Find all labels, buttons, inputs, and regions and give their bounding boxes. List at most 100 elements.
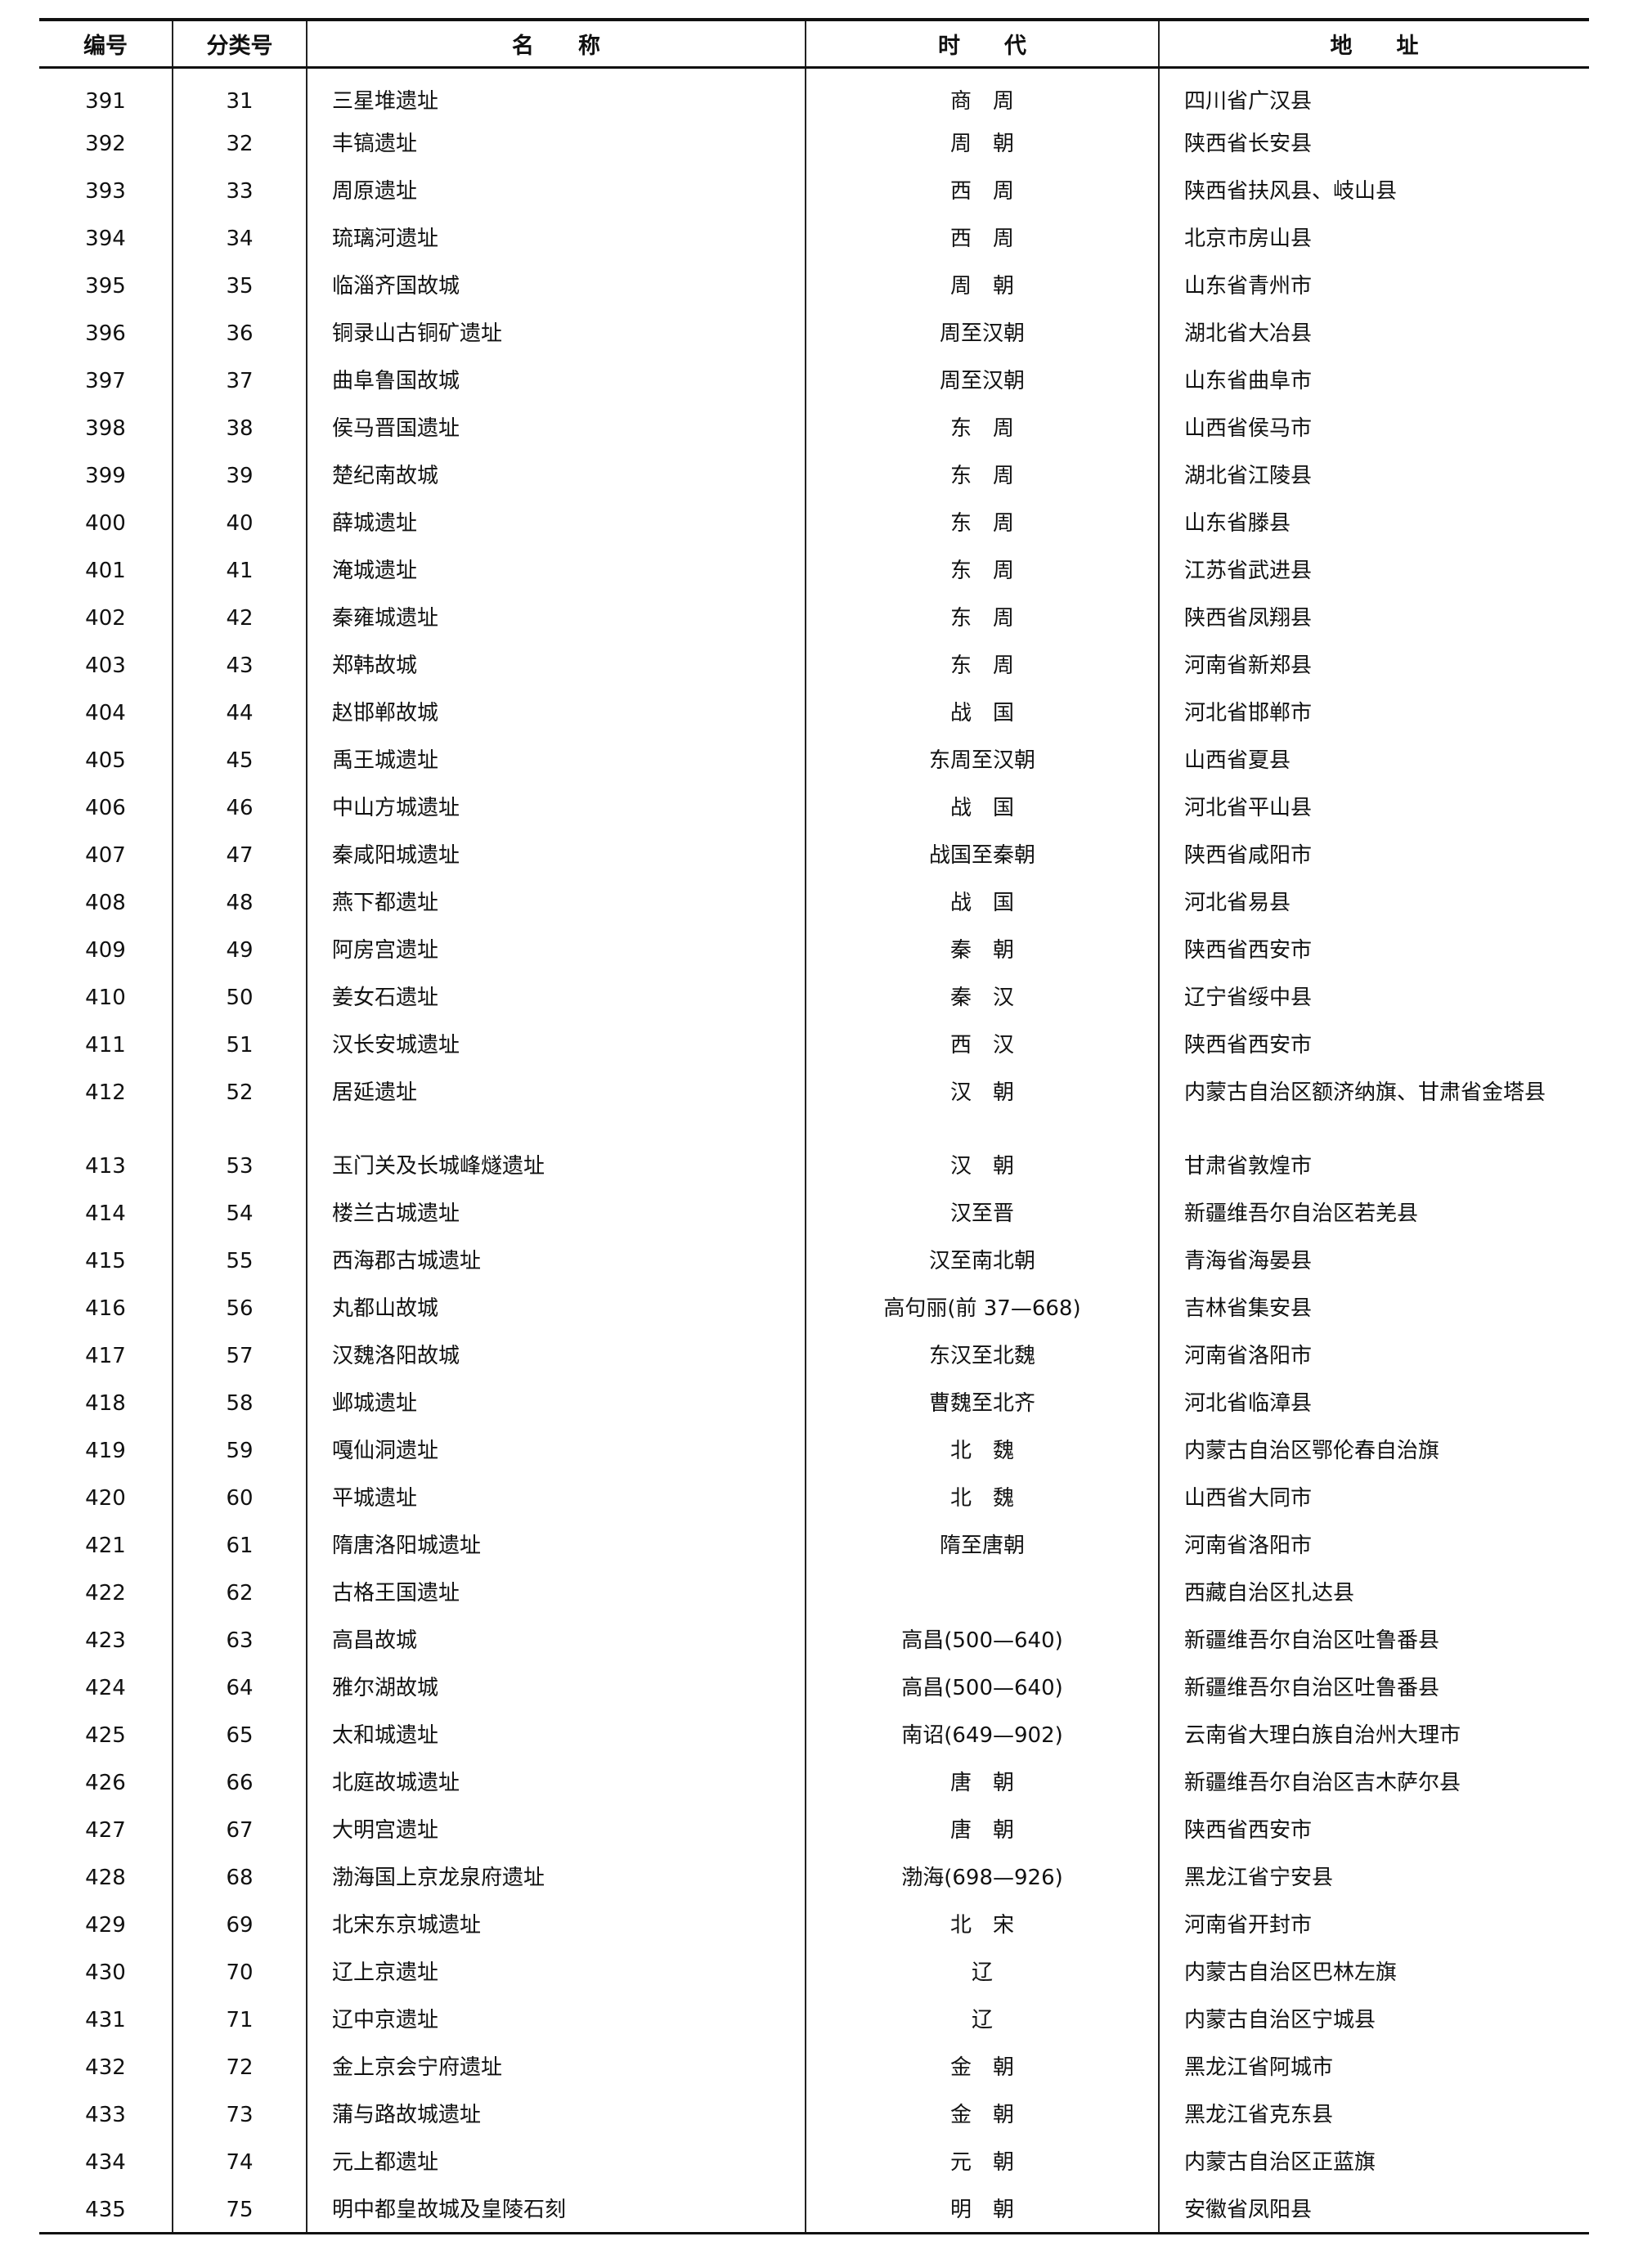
table-row: 407 47 秦咸阳城遗址 战国至秦朝 陕西省咸阳市 — [39, 828, 1589, 876]
category-number: 56 — [172, 1281, 307, 1329]
table-row: 394 34 琉璃河遗址西 周北京市房山县 — [39, 211, 1589, 259]
site-number: 433 — [85, 2102, 126, 2127]
site-era: 东周至汉朝 — [805, 733, 1159, 781]
site-number: 391 — [85, 88, 126, 114]
category-number: 45 — [172, 733, 307, 781]
site-era: 西 汉 — [805, 1017, 1159, 1066]
category-number: 65 — [172, 1708, 307, 1756]
site-name: 高昌故城 — [306, 1613, 806, 1661]
site-address: 内蒙古自治区额济纳旗、甘肃省金塔县 — [1158, 1065, 1589, 1139]
site-era: 东 周 — [805, 591, 1159, 639]
site-address: 云南省大理白族自治州大理市 — [1158, 1708, 1589, 1756]
category-number: 51 — [172, 1017, 307, 1066]
site-name: 姜女石遗址 — [306, 970, 806, 1018]
site-number: 392 — [85, 131, 126, 156]
site-name: 嘎仙洞遗址 — [306, 1423, 806, 1471]
table-row: 409 49 阿房宫遗址秦 朝陕西省西安市 — [39, 923, 1589, 971]
table-row: 395 35 临淄齐国故城周 朝山东省青州市 — [39, 258, 1589, 307]
category-number: 48 — [172, 875, 307, 923]
category-number: 35 — [172, 258, 307, 307]
table-row: 405 45 禹王城遗址 东周至汉朝 山西省夏县 — [39, 733, 1589, 781]
site-address: 山西省夏县 — [1158, 733, 1589, 781]
site-number: 403 — [85, 653, 126, 678]
category-number: 49 — [172, 923, 307, 971]
site-name: 明中都皇故城及皇陵石刻 — [306, 2182, 806, 2234]
site-number: 426 — [85, 1770, 126, 1795]
site-era: 商 周 — [805, 67, 1159, 117]
site-address: 陕西省长安县 — [1158, 116, 1589, 164]
site-address: 内蒙古自治区正蓝旗 — [1158, 2135, 1589, 2183]
table-row: 392 32 丰镐遗址周 朝陕西省长安县 — [39, 116, 1589, 164]
site-name: 淹城遗址 — [306, 543, 806, 591]
table-row: 431 71 辽中京遗址辽内蒙古自治区宁城县 — [39, 1992, 1589, 2041]
site-era: 金 朝 — [805, 2040, 1159, 2088]
category-number: 66 — [172, 1755, 307, 1803]
site-name: 太和城遗址 — [306, 1708, 806, 1756]
site-address: 北京市房山县 — [1158, 211, 1589, 259]
site-name: 隋唐洛阳城遗址 — [306, 1518, 806, 1566]
site-era: 明 朝 — [805, 2182, 1159, 2234]
site-name: 燕下都遗址 — [306, 875, 806, 923]
site-name: 汉魏洛阳故城 — [306, 1328, 806, 1377]
site-address: 内蒙古自治区巴林左旗 — [1158, 1945, 1589, 1993]
header-number: 编号 — [83, 33, 128, 59]
table-row: 401 41 淹城遗址东 周江苏省武进县 — [39, 543, 1589, 591]
site-number: 409 — [85, 937, 126, 963]
site-number: 407 — [85, 842, 126, 868]
site-number: 434 — [85, 2149, 126, 2175]
table-row: 397 37 曲阜鲁国故城 周至汉朝 山东省曲阜市 — [39, 353, 1589, 402]
site-era: 周至汉朝 — [805, 353, 1159, 402]
category-number: 54 — [172, 1186, 307, 1234]
site-address: 辽宁省绥中县 — [1158, 970, 1589, 1018]
site-name: 蒲与路故城遗址 — [306, 2087, 806, 2136]
site-address: 安徽省凤阳县 — [1158, 2182, 1589, 2234]
site-name: 铜录山古铜矿遗址 — [306, 306, 806, 354]
site-era: 渤海(698—926) — [805, 1850, 1159, 1898]
site-address: 青海省海晏县 — [1158, 1233, 1589, 1282]
site-era: 唐 朝 — [805, 1755, 1159, 1803]
site-address: 河南省洛阳市 — [1158, 1328, 1589, 1377]
site-number: 421 — [85, 1533, 126, 1558]
table-row: 412 52 居延遗址汉 朝内蒙古自治区额济纳旗、甘肃省金塔县 — [39, 1065, 1589, 1139]
site-era: 东 周 — [805, 496, 1159, 544]
category-number: 62 — [172, 1565, 307, 1614]
site-name: 阿房宫遗址 — [306, 923, 806, 971]
category-number: 73 — [172, 2087, 307, 2136]
site-address: 新疆维吾尔自治区吐鲁番县 — [1158, 1613, 1589, 1661]
site-name: 北宋东京城遗址 — [306, 1897, 806, 1946]
site-address: 陕西省西安市 — [1158, 1803, 1589, 1851]
site-name: 渤海国上京龙泉府遗址 — [306, 1850, 806, 1898]
site-name: 居延遗址 — [306, 1065, 806, 1139]
site-era: 西 周 — [805, 211, 1159, 259]
site-address: 河北省临漳县 — [1158, 1376, 1589, 1424]
site-address: 江苏省武进县 — [1158, 543, 1589, 591]
site-name: 中山方城遗址 — [306, 780, 806, 829]
category-number: 43 — [172, 638, 307, 686]
table-row: 403 43 郑韩故城东 周河南省新郑县 — [39, 638, 1589, 686]
site-address: 新疆维吾尔自治区吐鲁番县 — [1158, 1660, 1589, 1709]
table-row: 424 64 雅尔湖故城 高昌(500—640) 新疆维吾尔自治区吐鲁番县 — [39, 1660, 1589, 1709]
heritage-sites-table: 编号 分类号 名 称 时 代 地 址 391 31 三星堆遗址商 周四川省广汉县 39… — [39, 18, 1589, 2234]
category-number: 74 — [172, 2135, 307, 2183]
site-name: 邺城遗址 — [306, 1376, 806, 1424]
site-address: 河北省易县 — [1158, 875, 1589, 923]
category-number: 34 — [172, 211, 307, 259]
site-name: 琉璃河遗址 — [306, 211, 806, 259]
site-era: 东 周 — [805, 448, 1159, 496]
site-number: 431 — [85, 2007, 126, 2032]
site-era: 辽 — [805, 1992, 1159, 2041]
site-address: 河南省开封市 — [1158, 1897, 1589, 1946]
site-number: 420 — [85, 1485, 126, 1511]
site-address: 河北省平山县 — [1158, 780, 1589, 829]
site-address: 陕西省咸阳市 — [1158, 828, 1589, 876]
category-number: 40 — [172, 496, 307, 544]
table-row: 404 44 赵邯郸故城战 国河北省邯郸市 — [39, 685, 1589, 734]
site-number: 427 — [85, 1817, 126, 1843]
table-row: 402 42 秦雍城遗址东 周陕西省凤翔县 — [39, 591, 1589, 639]
site-era: 东 周 — [805, 638, 1159, 686]
site-era: 隋至唐朝 — [805, 1518, 1159, 1566]
category-number: 32 — [172, 116, 307, 164]
site-address: 黑龙江省阿城市 — [1158, 2040, 1589, 2088]
site-name: 秦咸阳城遗址 — [306, 828, 806, 876]
site-number: 416 — [85, 1296, 126, 1321]
